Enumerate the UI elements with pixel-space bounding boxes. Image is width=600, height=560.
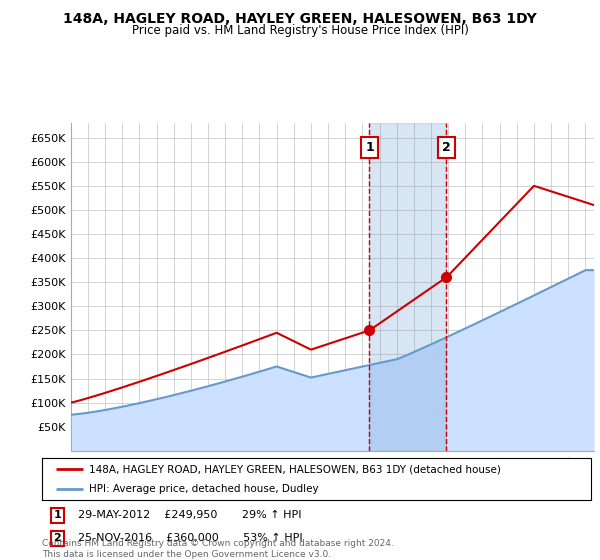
- Text: 25-NOV-2016    £360,000       53% ↑ HPI: 25-NOV-2016 £360,000 53% ↑ HPI: [77, 534, 302, 544]
- Text: 2: 2: [442, 141, 451, 154]
- Text: Price paid vs. HM Land Registry's House Price Index (HPI): Price paid vs. HM Land Registry's House …: [131, 24, 469, 36]
- Text: HPI: Average price, detached house, Dudley: HPI: Average price, detached house, Dudl…: [89, 484, 318, 494]
- Text: Contains HM Land Registry data © Crown copyright and database right 2024.
This d: Contains HM Land Registry data © Crown c…: [42, 539, 394, 559]
- Text: 148A, HAGLEY ROAD, HAYLEY GREEN, HALESOWEN, B63 1DY: 148A, HAGLEY ROAD, HAYLEY GREEN, HALESOW…: [63, 12, 537, 26]
- Text: 148A, HAGLEY ROAD, HAYLEY GREEN, HALESOWEN, B63 1DY (detached house): 148A, HAGLEY ROAD, HAYLEY GREEN, HALESOW…: [89, 464, 500, 474]
- Bar: [370, 123, 446, 451]
- Text: 29-MAY-2012    £249,950       29% ↑ HPI: 29-MAY-2012 £249,950 29% ↑ HPI: [77, 510, 301, 520]
- Text: 2: 2: [53, 534, 61, 544]
- Text: 1: 1: [365, 141, 374, 154]
- Text: 1: 1: [53, 510, 61, 520]
